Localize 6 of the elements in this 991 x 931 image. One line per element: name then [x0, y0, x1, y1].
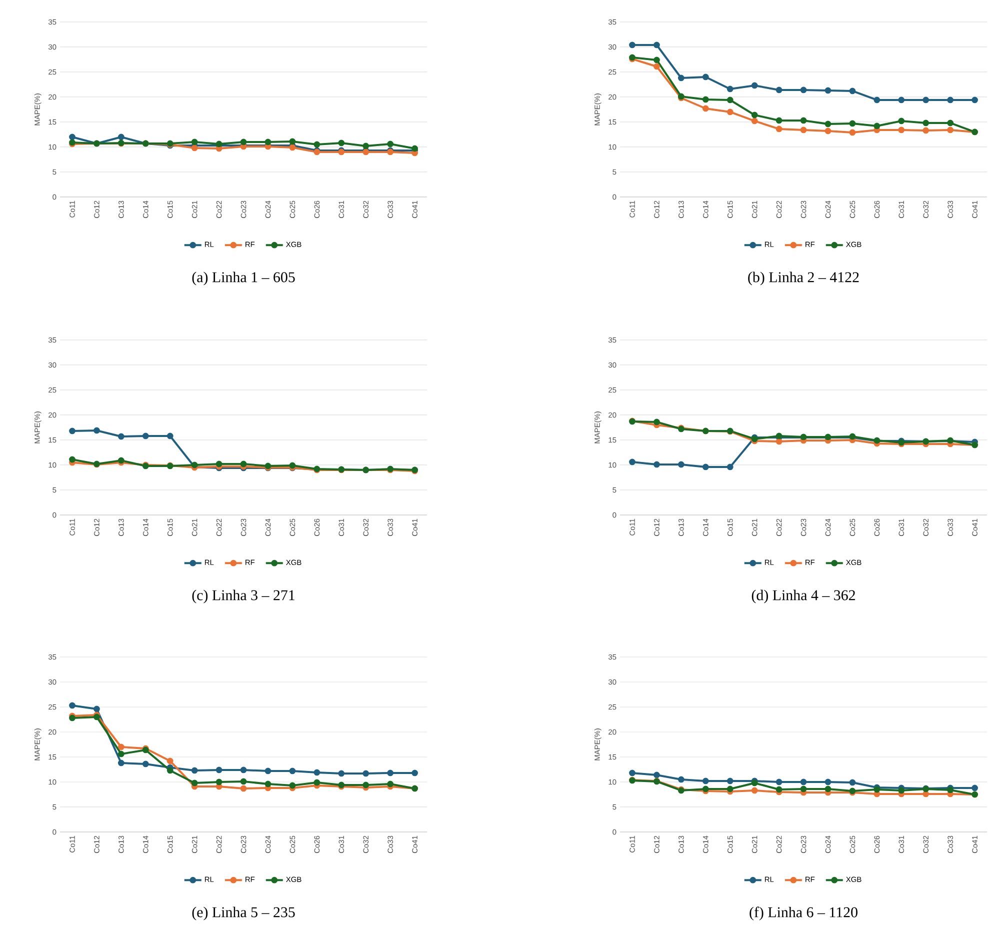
- text: (d) Linha 4 – 362: [752, 590, 855, 604]
- text: (b) Linha 2 – 4122: [748, 272, 859, 286]
- text: (c) Linha 3 – 271: [192, 590, 294, 604]
- text: (f) Linha 6 – 1120: [750, 906, 858, 920]
- text: (e) Linha 5 – 235: [192, 906, 295, 920]
- text: (a) Linha 1 – 605: [192, 272, 295, 286]
